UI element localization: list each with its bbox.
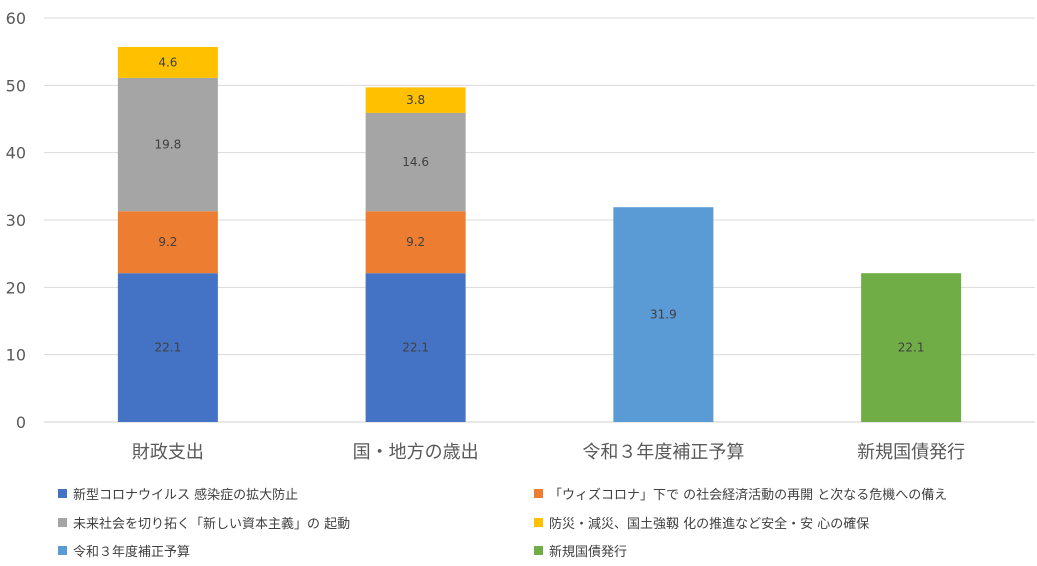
chart-area: 0 10 20 30 40 50 60 22.1 9.2 19.8 4.6 22.1 9.2 14.6 3… <box>6 9 1035 463</box>
y-axis: 0 10 20 30 40 50 60 <box>6 9 26 432</box>
y-tick-label: 10 <box>6 346 26 365</box>
data-label: 31.9 <box>650 308 677 322</box>
legend-label: 未来社会を切り拓く「新しい資本主義」の 起動 <box>73 517 351 532</box>
y-tick-label: 30 <box>6 211 26 230</box>
data-label: 4.6 <box>158 55 177 69</box>
legend-swatch <box>58 518 67 527</box>
legend-swatch <box>58 489 67 498</box>
bar-segment <box>861 273 962 422</box>
legend-label: 新規国債発行 <box>549 545 628 560</box>
legend-item: 新規国債発行 <box>534 541 627 560</box>
x-tick-label: 令和３年度補正予算 <box>582 442 744 463</box>
data-label: 9.2 <box>406 235 425 249</box>
legend-item: 新型コロナウイルス 感染症の拡大防止 <box>58 484 298 503</box>
y-tick-label: 0 <box>16 413 26 432</box>
legend-item: 「ウィズコロナ」下で の社会経済活動の再開 と次なる危機への備え <box>534 484 947 503</box>
legend: 新型コロナウイルス 感染症の拡大防止 「ウィズコロナ」下で の社会経済活動の再開 … <box>0 478 1037 566</box>
x-tick-label: 新規国債発行 <box>857 442 965 463</box>
legend-label: 防災・減災、国土強靱 化の推進など安全・安 心の確保 <box>549 517 870 532</box>
x-tick-label: 国・地方の歳出 <box>353 442 479 463</box>
bar-segment <box>613 207 714 422</box>
bar-segment <box>365 112 466 212</box>
bar-segment <box>365 87 466 113</box>
legend-label: 「ウィズコロナ」下で の社会経済活動の再開 と次なる危機への備え <box>549 488 948 503</box>
data-label: 9.2 <box>158 235 177 249</box>
data-label: 22.1 <box>402 341 429 355</box>
y-tick-label: 50 <box>6 76 26 95</box>
data-label: 22.1 <box>155 341 182 355</box>
legend-item: 令和３年度補正予算 <box>58 541 190 560</box>
data-label: 22.1 <box>898 341 925 355</box>
y-tick-label: 40 <box>6 144 26 163</box>
bar-segment <box>117 211 218 274</box>
x-tick-label: 財政支出 <box>132 442 204 463</box>
legend-item: 防災・減災、国土強靱 化の推進など安全・安 心の確保 <box>534 513 869 532</box>
y-tick-label: 20 <box>6 278 26 297</box>
bar-segment <box>117 77 218 212</box>
bar-segment <box>365 273 466 422</box>
bar-segment <box>117 46 218 78</box>
data-label: 19.8 <box>155 138 182 152</box>
x-axis: 財政支出 国・地方の歳出 令和３年度補正予算 新規国債発行 <box>132 442 965 463</box>
legend-label: 令和３年度補正予算 <box>73 545 191 560</box>
legend-swatch <box>534 546 543 555</box>
data-label: 3.8 <box>406 93 425 107</box>
y-tick-label: 60 <box>6 9 26 28</box>
data-labels: 22.1 9.2 19.8 4.6 22.1 9.2 14.6 3.8 31.9 22.1 <box>155 55 925 354</box>
bars <box>117 46 962 422</box>
legend-swatch <box>534 518 543 527</box>
data-label: 14.6 <box>402 155 429 169</box>
legend-label: 新型コロナウイルス 感染症の拡大防止 <box>73 488 299 503</box>
legend-swatch <box>58 546 67 555</box>
legend-item: 未来社会を切り拓く「新しい資本主義」の 起動 <box>58 513 350 532</box>
bar-segment <box>117 273 218 422</box>
bar-segment <box>365 211 466 274</box>
legend-swatch <box>534 489 543 498</box>
